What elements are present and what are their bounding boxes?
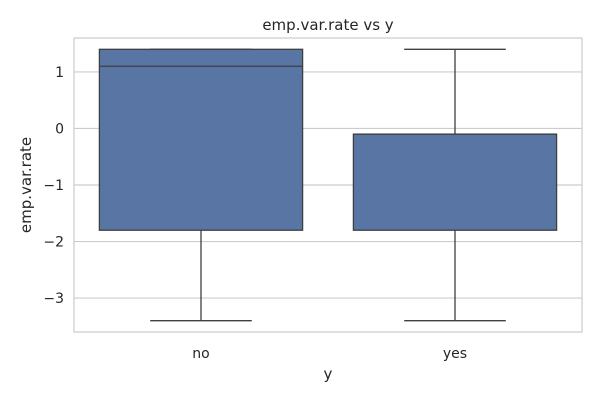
- box-no: [98, 48, 304, 322]
- y-tick-label: 0: [55, 121, 64, 137]
- iqr-box: [352, 133, 558, 231]
- y-tick-label: −1: [43, 178, 64, 194]
- y-tick-labels: 1 0 −1 −2 −3: [43, 65, 64, 307]
- y-tick-label: −3: [43, 291, 64, 307]
- x-tick-labels: no yes: [192, 346, 467, 362]
- x-tick-label: yes: [443, 346, 467, 362]
- x-axis-label: y: [324, 365, 333, 383]
- x-tick-label: no: [192, 346, 209, 362]
- chart-title: emp.var.rate vs y: [262, 16, 393, 34]
- y-tick-label: −2: [43, 235, 64, 251]
- box-yes: [352, 48, 558, 322]
- iqr-box: [98, 48, 304, 231]
- y-tick-label: 1: [55, 65, 64, 81]
- box-plot-series: [98, 48, 558, 322]
- y-axis-label: emp.var.rate: [17, 137, 35, 233]
- plot-frame: [73, 37, 583, 333]
